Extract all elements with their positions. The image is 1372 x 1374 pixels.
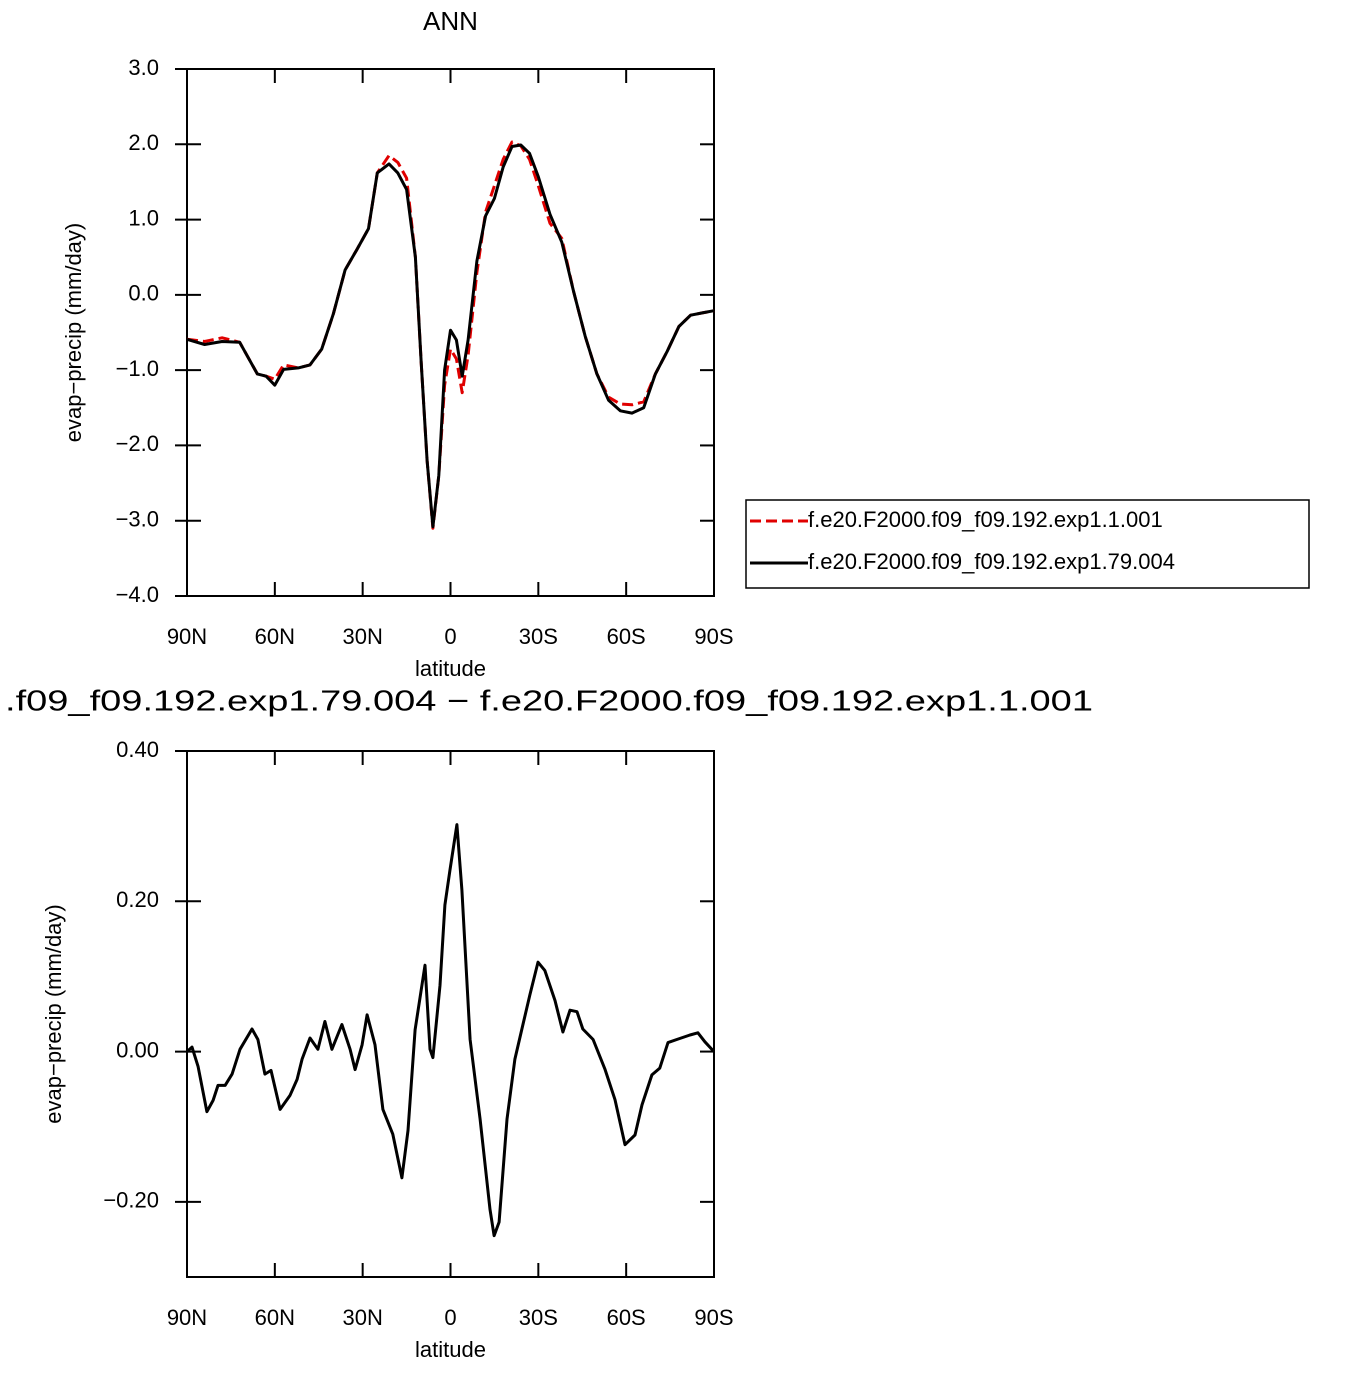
- x-axis-label: latitude: [415, 1337, 486, 1362]
- y-tick-label: 1.0: [128, 205, 159, 230]
- x-tick-label: 30N: [342, 624, 382, 649]
- chart-title: .f09_f09.192.exp1.79.004 − f.e20.F2000.f…: [5, 686, 1093, 718]
- x-tick-label: 60S: [607, 624, 646, 649]
- y-tick-label: 0.20: [116, 887, 159, 912]
- legend-label: f.e20.F2000.f09_f09.192.exp1.79.004: [808, 549, 1175, 574]
- y-tick-label: 3.0: [128, 55, 159, 80]
- y-axis-label: evap−precip (mm/day): [41, 904, 66, 1123]
- x-tick-label: 90S: [694, 624, 733, 649]
- x-tick-label: 0: [444, 624, 456, 649]
- x-axis-label: latitude: [415, 656, 486, 681]
- x-tick-label: 30N: [342, 1305, 382, 1330]
- plot-frame: [186, 750, 715, 1278]
- x-tick-label: 30S: [519, 1305, 558, 1330]
- x-tick-label: 90N: [167, 1305, 207, 1330]
- x-tick-label: 60N: [255, 624, 295, 649]
- data-line: [186, 143, 715, 529]
- y-tick-label: −2.0: [116, 431, 159, 456]
- legend-box: [745, 499, 1310, 589]
- x-tick-label: 60S: [607, 1305, 646, 1330]
- y-tick-label: 0.00: [116, 1037, 159, 1062]
- y-tick-label: 2.0: [128, 130, 159, 155]
- legend-label: f.e20.F2000.f09_f09.192.exp1.1.001: [808, 507, 1163, 532]
- x-tick-label: 0: [444, 1305, 456, 1330]
- y-axis-label: evap−precip (mm/day): [61, 223, 86, 442]
- chart-title: ANN: [423, 6, 478, 36]
- y-tick-label: −0.20: [103, 1188, 159, 1213]
- y-tick-label: 0.40: [116, 737, 159, 762]
- x-tick-label: 90S: [694, 1305, 733, 1330]
- x-tick-label: 60N: [255, 1305, 295, 1330]
- data-line: [185, 823, 716, 1238]
- y-tick-label: −3.0: [116, 507, 159, 532]
- x-tick-label: 90N: [167, 624, 207, 649]
- y-tick-label: −4.0: [116, 582, 159, 607]
- x-tick-label: 30S: [519, 624, 558, 649]
- y-tick-label: −1.0: [116, 356, 159, 381]
- y-tick-label: 0.0: [128, 281, 159, 306]
